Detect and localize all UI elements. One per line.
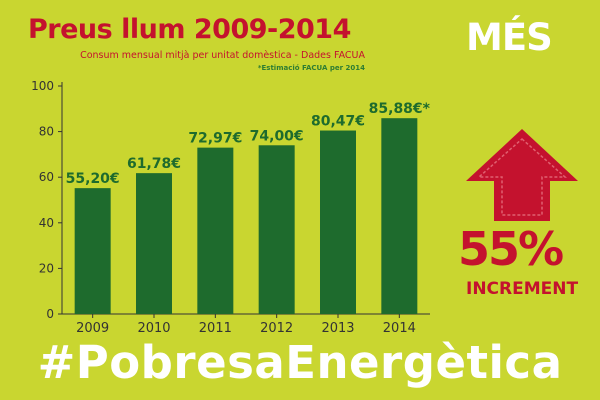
x-tick-label: 2011 bbox=[199, 321, 232, 336]
data-label: 80,47€ bbox=[311, 114, 365, 130]
data-label: 74,00€ bbox=[250, 128, 304, 144]
bar bbox=[74, 188, 111, 314]
up-arrow-icon bbox=[466, 129, 578, 221]
x-tick-label: 2013 bbox=[321, 321, 354, 336]
chart-title: Preus llum 2009-2014 bbox=[28, 14, 351, 45]
chart-note: *Estimació FACUA per 2014 bbox=[257, 64, 365, 72]
data-label: 61,78€ bbox=[127, 156, 181, 172]
bar bbox=[320, 130, 356, 314]
bar bbox=[381, 118, 418, 314]
bar bbox=[258, 145, 295, 314]
data-label: 55,20€ bbox=[66, 171, 120, 187]
x-tick-label: 2010 bbox=[137, 321, 170, 336]
y-tick-label: 0 bbox=[46, 307, 54, 321]
increment-percent: 55% bbox=[458, 222, 564, 276]
bar bbox=[136, 173, 172, 314]
bar bbox=[197, 147, 234, 314]
mes-logo: MÉS bbox=[466, 16, 553, 59]
x-tick-label: 2009 bbox=[76, 321, 109, 336]
hashtag-banner: #PobresaEnergètica bbox=[37, 336, 563, 389]
y-tick-label: 20 bbox=[39, 261, 54, 275]
increment-label: INCREMENT bbox=[466, 279, 579, 299]
chart-subtitle: Consum mensual mitjà per unitat domèstic… bbox=[80, 50, 365, 61]
x-tick-label: 2012 bbox=[260, 321, 293, 336]
data-label: 85,88€* bbox=[369, 101, 431, 117]
data-label: 72,97€ bbox=[188, 131, 242, 147]
x-tick-label: 2014 bbox=[383, 321, 416, 336]
y-tick-label: 80 bbox=[39, 125, 54, 139]
y-tick-label: 100 bbox=[31, 79, 54, 93]
y-tick-label: 60 bbox=[39, 170, 54, 184]
y-tick-label: 40 bbox=[39, 216, 54, 230]
